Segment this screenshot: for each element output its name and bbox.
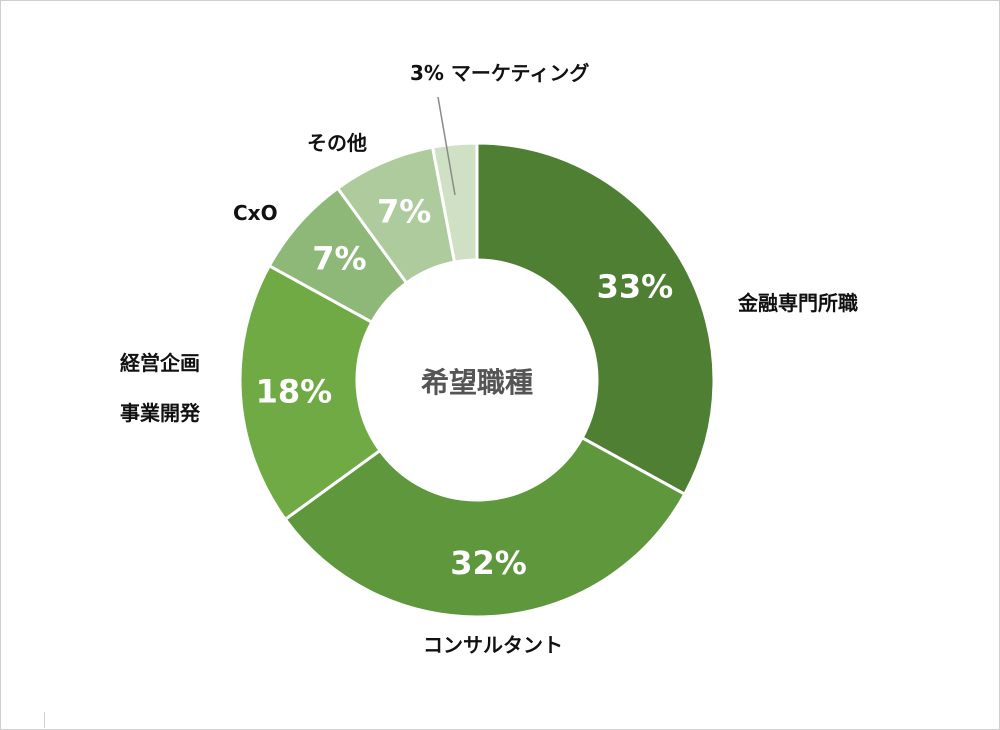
- category-label-3: 経営企画事業開発: [120, 351, 201, 425]
- leader-line-marketing: [437, 96, 456, 196]
- donut-slice-1: [475, 141, 716, 497]
- slice-value-label-1: 33%: [597, 268, 674, 306]
- category-label-5: その他: [307, 131, 367, 155]
- slice-value-label-2: 32%: [450, 544, 527, 582]
- slice-value-label-5: 7%: [377, 193, 431, 231]
- category-label-4: CxO: [233, 201, 278, 225]
- center-label: 希望職種: [421, 366, 533, 399]
- page-corner-mark: [44, 712, 45, 728]
- category-label-6: 3% マーケティング: [410, 61, 589, 85]
- donut-slice-3: [238, 263, 383, 522]
- category-label-2: コンサルタント: [423, 633, 563, 657]
- slice-value-label-3: 18%: [256, 373, 333, 411]
- category-label-1: 金融専門所職: [737, 291, 858, 315]
- donut-slice-6: [430, 141, 479, 264]
- donut-slice-2: [283, 435, 687, 619]
- slice-value-label-4: 7%: [312, 240, 366, 278]
